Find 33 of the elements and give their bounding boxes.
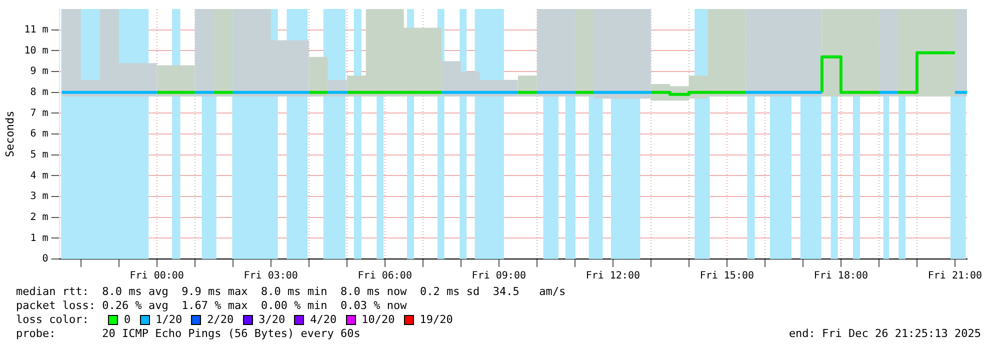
text: probe: 20 ICMP Echo Pings (56 Bytes) every 60s bbox=[16, 327, 360, 341]
text: median rtt: 8.0 ms avg 9.9 ms max 8.0 ms min 8.0 ms now 0.2 ms sd 34.5 am/s bbox=[16, 285, 567, 299]
y-tick-label: 3 m bbox=[30, 191, 48, 202]
x-tick-label: Fri 06:00 bbox=[358, 270, 412, 282]
text: 2/20 bbox=[207, 313, 234, 327]
x-tick-label: Fri 03:00 bbox=[244, 270, 298, 282]
y-tick-label: 2 m bbox=[30, 212, 48, 223]
y-tick-label: 11 m bbox=[24, 24, 48, 36]
y-tick-label: 0 bbox=[42, 254, 48, 265]
y-tick-label: 5 m bbox=[30, 149, 48, 160]
text: end: Fri Dec 26 21:25:13 2025 bbox=[788, 327, 981, 341]
x-tick-label: Fri 09:00 bbox=[472, 270, 526, 282]
x-tick-label: Fri 21:00 bbox=[928, 270, 982, 282]
text: loss color: bbox=[16, 313, 90, 327]
text: 19/20 bbox=[420, 313, 453, 327]
x-tick-label: Fri 18:00 bbox=[814, 270, 868, 282]
text: 0 bbox=[124, 313, 131, 327]
y-tick-label: 4 m bbox=[30, 170, 48, 182]
y-tick-label: 7 m bbox=[30, 108, 48, 119]
y-tick-label: 8 m bbox=[30, 86, 48, 98]
x-tick-label: Fri 12:00 bbox=[586, 270, 640, 282]
x-tick-label: Fri 00:00 bbox=[130, 270, 184, 282]
text: 1/20 bbox=[156, 313, 182, 327]
y-tick-label: 9 m bbox=[30, 66, 48, 78]
y-tick-label: 6 m bbox=[30, 128, 48, 140]
y-axis-title: Seconds bbox=[3, 110, 16, 158]
y-tick-label: 10 m bbox=[24, 45, 48, 56]
y-tick-label: 1 m bbox=[30, 232, 48, 244]
text: 10/20 bbox=[362, 313, 395, 327]
x-tick-label: Fri 15:00 bbox=[700, 270, 754, 282]
text: 3/20 bbox=[258, 313, 286, 327]
text: 4/20 bbox=[310, 313, 337, 327]
text: packet loss: 0.26 % avg 1.67 % max 0.00 % min 0.03 % now bbox=[16, 299, 408, 313]
